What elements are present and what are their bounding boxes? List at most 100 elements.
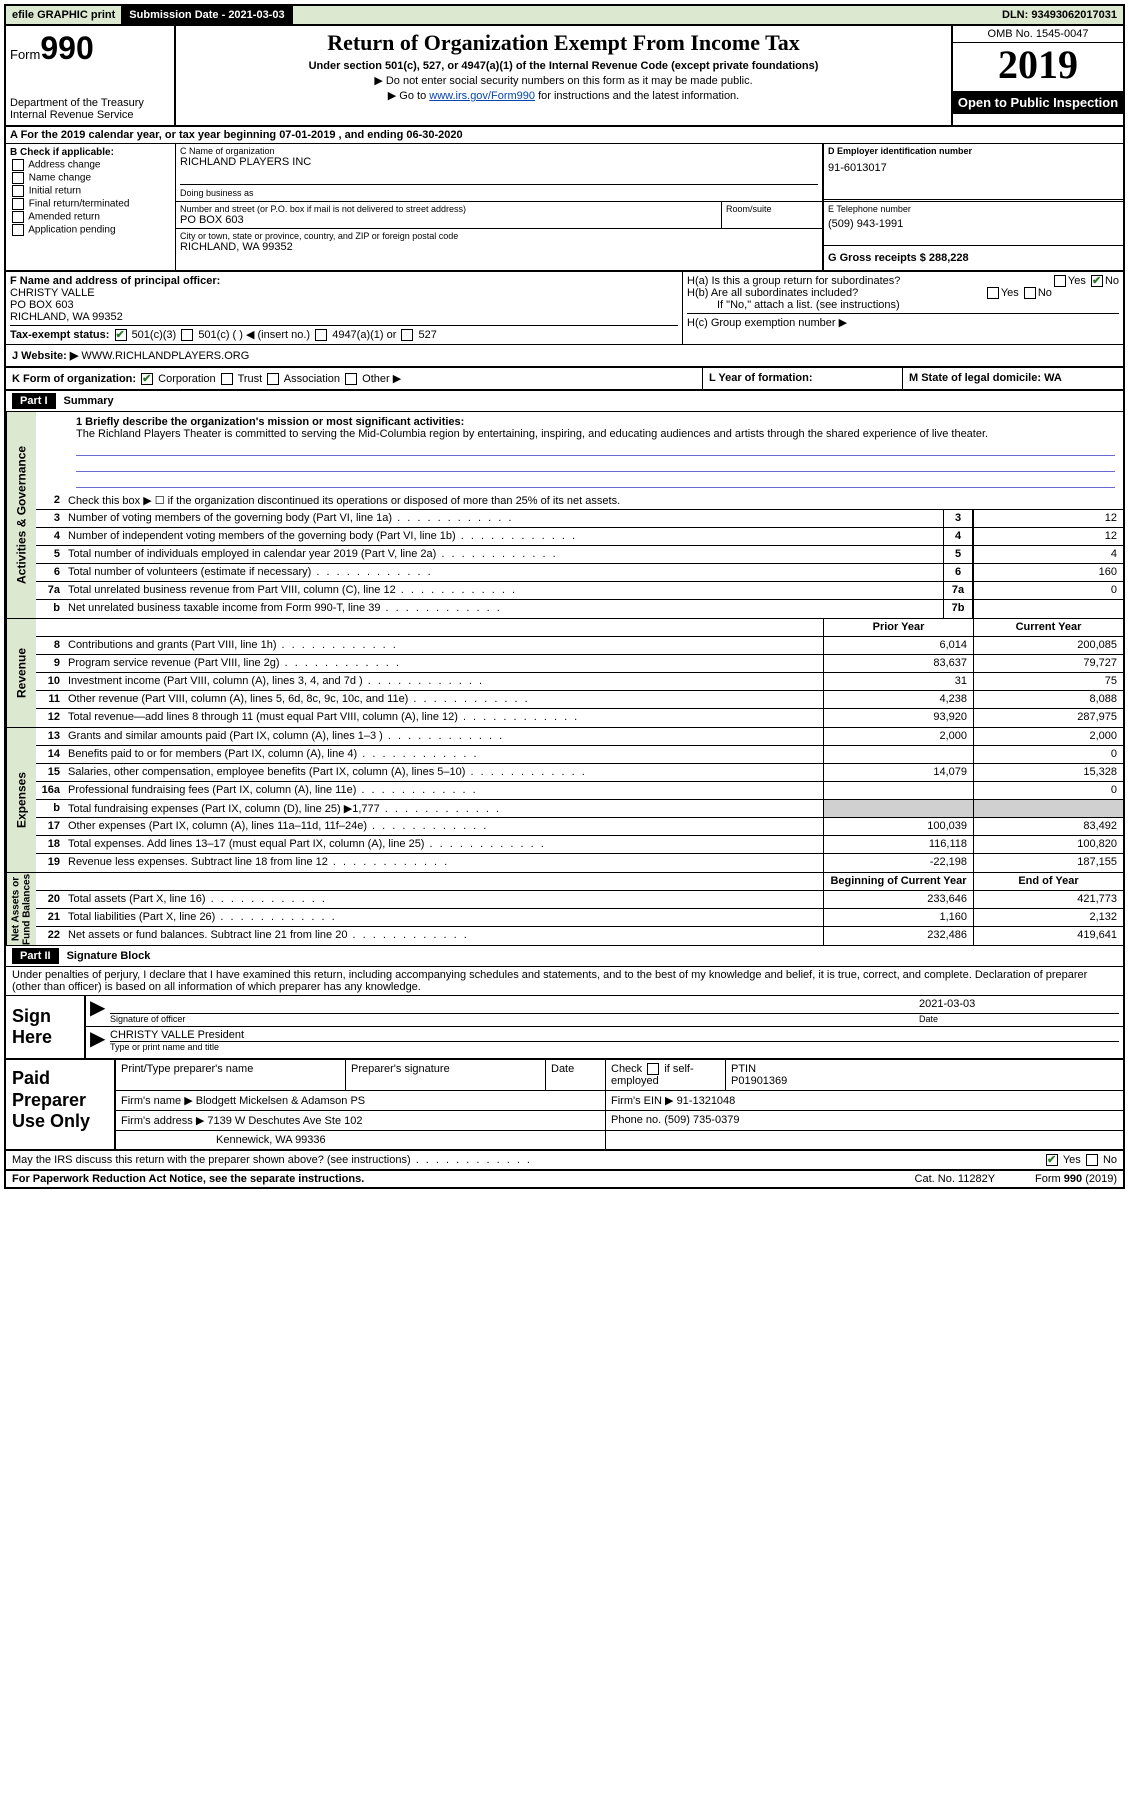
part1-header: Part ISummary: [6, 391, 1123, 412]
form-subtitle-3: Go to www.irs.gov/Form990 for instructio…: [180, 89, 947, 102]
hdr-begin: Beginning of Current Year: [823, 873, 973, 890]
ha-yes[interactable]: [1054, 275, 1066, 287]
h-a: H(a) Is this a group return for subordin…: [687, 275, 1119, 287]
box-e-label: E Telephone number: [828, 204, 1119, 214]
sig-date: 2021-03-03: [919, 998, 1119, 1014]
efile-label[interactable]: efile GRAPHIC print: [6, 6, 123, 24]
box-g-gross: G Gross receipts $ 288,228: [828, 252, 1119, 264]
omb-number: OMB No. 1545-0047: [953, 26, 1123, 43]
submission-date: Submission Date - 2021-03-03: [123, 6, 292, 24]
data-line: 11Other revenue (Part VIII, column (A), …: [36, 691, 1123, 709]
colb-item[interactable]: Name change: [10, 172, 171, 184]
footer-left: For Paperwork Reduction Act Notice, see …: [12, 1173, 364, 1185]
printed-name-label: Type or print name and title: [110, 1042, 1119, 1052]
discuss-q: May the IRS discuss this return with the…: [12, 1154, 1044, 1166]
chk-501c3[interactable]: [115, 329, 127, 341]
form-org-label: K Form of organization:: [12, 373, 136, 385]
hdr-current: Current Year: [973, 619, 1123, 636]
chk-501c[interactable]: [181, 329, 193, 341]
data-line: 9Program service revenue (Part VIII, lin…: [36, 655, 1123, 673]
discuss-no[interactable]: [1086, 1154, 1098, 1166]
h-b-note: If "No," attach a list. (see instruction…: [687, 299, 1119, 311]
data-line: 12Total revenue—add lines 8 through 11 (…: [36, 709, 1123, 727]
chk-4947[interactable]: [315, 329, 327, 341]
footer-form: Form 990 (2019): [1035, 1173, 1117, 1185]
data-line: 20Total assets (Part X, line 16)233,6464…: [36, 891, 1123, 909]
chk-corp[interactable]: [141, 373, 153, 385]
hdr-end: End of Year: [973, 873, 1123, 890]
paid-preparer-label: Paid Preparer Use Only: [6, 1060, 116, 1149]
row-j-k: J Website: ▶ WWW.RICHLANDPLAYERS.ORG: [6, 345, 1123, 368]
gov-line: bNet unrelated business taxable income f…: [36, 600, 1123, 618]
row-f-h: F Name and address of principal officer:…: [6, 272, 1123, 345]
data-line: 16aProfessional fundraising fees (Part I…: [36, 782, 1123, 800]
expenses-grid: Expenses 13Grants and similar amounts pa…: [6, 728, 1123, 873]
chk-trust[interactable]: [221, 373, 233, 385]
data-line: 22Net assets or fund balances. Subtract …: [36, 927, 1123, 945]
discuss-yes[interactable]: [1046, 1154, 1058, 1166]
firm-name: Firm's name ▶ Blodgett Mickelsen & Adams…: [116, 1091, 606, 1110]
hb-no[interactable]: [1024, 287, 1036, 299]
chk-other[interactable]: [345, 373, 357, 385]
mission-q: 1 Briefly describe the organization's mi…: [76, 416, 1115, 428]
colb-item[interactable]: Amended return: [10, 211, 171, 223]
prep-name-hdr: Print/Type preparer's name: [116, 1060, 346, 1090]
irs-link[interactable]: www.irs.gov/Form990: [429, 90, 535, 102]
colb-item[interactable]: Final return/terminated: [10, 198, 171, 210]
row-k: K Form of organization: Corporation Trus…: [6, 368, 1123, 391]
gov-line: 7aTotal unrelated business revenue from …: [36, 582, 1123, 600]
sig-officer-label: Signature of officer: [110, 1014, 919, 1024]
h-c: H(c) Group exemption number ▶: [687, 313, 1119, 329]
data-line: 14Benefits paid to or for members (Part …: [36, 746, 1123, 764]
data-line: 21Total liabilities (Part X, line 26)1,1…: [36, 909, 1123, 927]
discuss-row: May the IRS discuss this return with the…: [6, 1151, 1123, 1171]
governance-grid: Activities & Governance 1 Briefly descri…: [6, 412, 1123, 619]
city-value: RICHLAND, WA 99352: [180, 241, 818, 253]
sign-here-block: Sign Here ▶ Signature of officer 2021-03…: [6, 996, 1123, 1060]
data-line: 17Other expenses (Part IX, column (A), l…: [36, 818, 1123, 836]
row-a-tax-year: A For the 2019 calendar year, or tax yea…: [6, 127, 1123, 144]
website-label: J Website: ▶: [12, 350, 78, 362]
officer-addr2: RICHLAND, WA 99352: [10, 311, 678, 323]
arrow-icon: ▶: [90, 998, 110, 1024]
side-revenue: Revenue: [6, 619, 36, 727]
line2-text: Check this box ▶ ☐ if the organization d…: [64, 492, 1123, 509]
ha-no[interactable]: [1091, 275, 1103, 287]
chk-527[interactable]: [401, 329, 413, 341]
side-netassets: Net Assets or Fund Balances: [6, 873, 36, 945]
dept-label: Department of the Treasury: [10, 97, 170, 109]
sig-date-label: Date: [919, 1014, 1119, 1024]
org-name: RICHLAND PLAYERS INC: [180, 156, 818, 168]
gov-line: 5Total number of individuals employed in…: [36, 546, 1123, 564]
page-footer: For Paperwork Reduction Act Notice, see …: [6, 1171, 1123, 1187]
form-page: efile GRAPHIC print Submission Date - 20…: [4, 4, 1125, 1189]
side-governance: Activities & Governance: [6, 412, 36, 618]
prep-ptin: PTINP01901369: [726, 1060, 1123, 1090]
netassets-grid: Net Assets or Fund Balances Beginning of…: [6, 873, 1123, 946]
gov-line: 4Number of independent voting members of…: [36, 528, 1123, 546]
addr-label: Number and street (or P.O. box if mail i…: [180, 204, 717, 214]
box-c-label: C Name of organization: [180, 146, 818, 156]
officer-addr1: PO BOX 603: [10, 299, 678, 311]
form-subtitle-2: Do not enter social security numbers on …: [180, 74, 947, 87]
data-line: 15Salaries, other compensation, employee…: [36, 764, 1123, 782]
prep-sig-hdr: Preparer's signature: [346, 1060, 546, 1090]
chk-assoc[interactable]: [267, 373, 279, 385]
tax-exempt-label: Tax-exempt status:: [10, 329, 109, 341]
firm-ein: Firm's EIN ▶ 91-1321048: [606, 1091, 1123, 1110]
hb-yes[interactable]: [987, 287, 999, 299]
website-value: WWW.RICHLANDPLAYERS.ORG: [81, 350, 249, 362]
part2-header: Part IISignature Block: [6, 946, 1123, 967]
revenue-grid: Revenue Prior YearCurrent Year 8Contribu…: [6, 619, 1123, 728]
form-number: Form990: [10, 30, 170, 67]
colb-item[interactable]: Application pending: [10, 224, 171, 236]
box-d-label: D Employer identification number: [828, 146, 1119, 156]
gov-line: 6Total number of volunteers (estimate if…: [36, 564, 1123, 582]
chk-self-emp[interactable]: [647, 1063, 659, 1075]
firm-phone: Phone no. (509) 735-0379: [606, 1111, 1123, 1130]
colb-item[interactable]: Initial return: [10, 185, 171, 197]
data-line: bTotal fundraising expenses (Part IX, co…: [36, 800, 1123, 818]
colb-item[interactable]: Address change: [10, 159, 171, 171]
tax-year: 2019: [953, 43, 1123, 91]
data-line: 13Grants and similar amounts paid (Part …: [36, 728, 1123, 746]
